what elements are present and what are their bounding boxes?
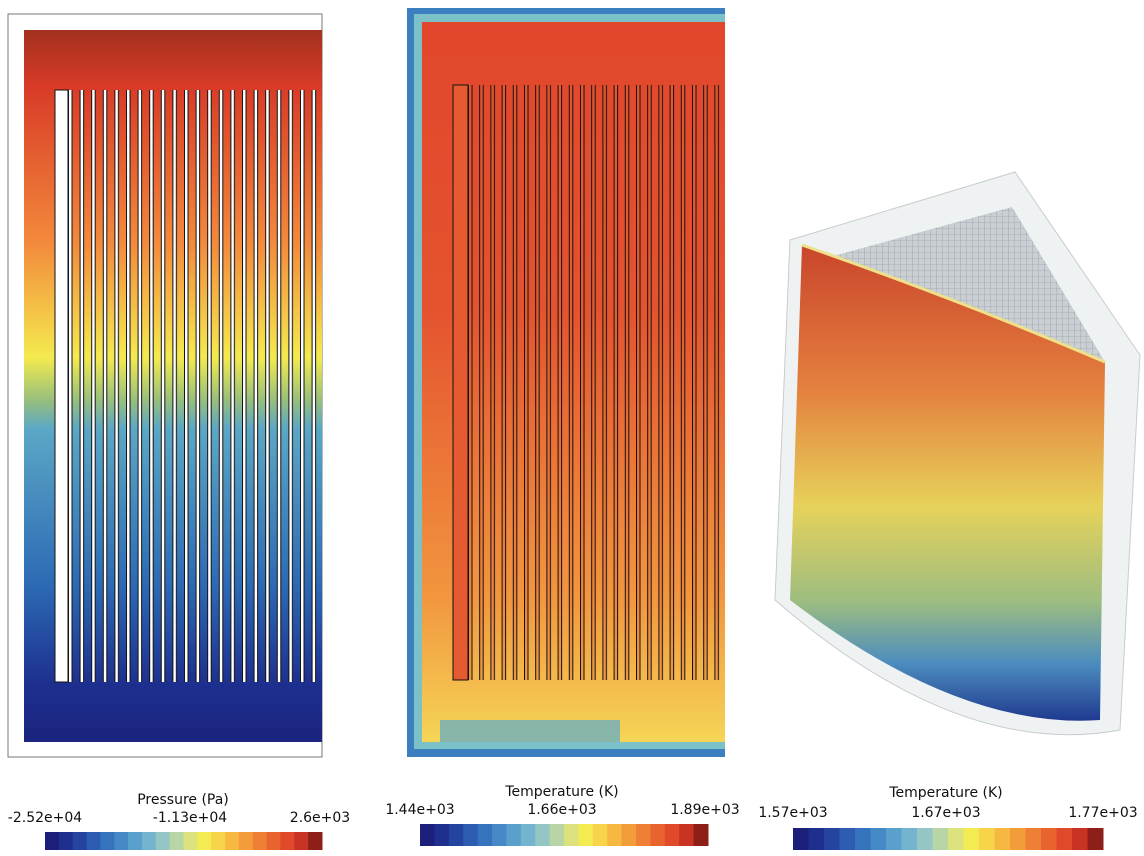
colorbar-swatch <box>280 832 294 850</box>
colorbar-swatch <box>521 824 536 846</box>
colorbar-swatch <box>267 832 281 850</box>
colorbar-title: Pressure (Pa) <box>137 792 229 808</box>
colorbar-tick: 1.77e+03 <box>1068 805 1137 821</box>
colorbar-swatch <box>979 828 995 850</box>
colorbar-swatch <box>308 832 322 850</box>
colorbar-swatch <box>694 824 709 846</box>
colorbar-swatch <box>1057 828 1073 850</box>
colorbar-swatch <box>840 828 856 850</box>
colorbar-swatch <box>463 824 478 846</box>
colorbar-swatch <box>197 832 211 850</box>
colorbar-swatch <box>142 832 156 850</box>
colorbar-swatch <box>239 832 253 850</box>
colorbar-swatch <box>1088 828 1104 850</box>
colorbar-tick: 2.6e+03 <box>290 810 350 826</box>
colorbar-swatch <box>128 832 142 850</box>
colorbar-swatch <box>793 828 809 850</box>
colorbar-swatch <box>665 824 680 846</box>
colorbars <box>45 824 1104 850</box>
colorbar-swatch <box>506 824 521 846</box>
colorbar-swatch <box>964 828 980 850</box>
colorbar-swatch <box>1010 828 1026 850</box>
colorbar-swatch <box>933 828 949 850</box>
colorbar-swatch <box>170 832 184 850</box>
colorbar-tick: 1.67e+03 <box>911 805 980 821</box>
colorbar-swatch <box>59 832 73 850</box>
colorbar-swatch <box>550 824 565 846</box>
colorbar-swatch <box>578 824 593 846</box>
colorbar-swatch <box>593 824 608 846</box>
colorbar-tick: 1.44e+03 <box>385 802 454 818</box>
colorbar-title: Temperature (K) <box>888 785 1002 801</box>
colorbar-swatch <box>211 832 225 850</box>
colorbar-swatch <box>948 828 964 850</box>
colorbar-swatch <box>1072 828 1088 850</box>
colorbar-swatch <box>607 824 622 846</box>
colorbar-swatch <box>156 832 170 850</box>
colorbar-swatch <box>100 832 114 850</box>
temperature-panel <box>407 8 725 757</box>
colorbar-tick: -1.13e+04 <box>153 810 227 826</box>
pressure-panel <box>8 14 322 757</box>
colorbar-swatch <box>636 824 651 846</box>
colorbar-swatch <box>73 832 87 850</box>
colorbar-swatch <box>855 828 871 850</box>
colorbar-swatch <box>917 828 933 850</box>
colorbar-swatch <box>1026 828 1042 850</box>
colorbar-tick: 1.57e+03 <box>758 805 827 821</box>
colorbar-swatch <box>871 828 887 850</box>
colorbar-swatch <box>225 832 239 850</box>
colorbar-swatch <box>995 828 1011 850</box>
colorbar-tick: 1.66e+03 <box>527 802 596 818</box>
colorbar-swatch <box>253 832 267 850</box>
colorbar-swatch <box>87 832 101 850</box>
colorbar-swatch <box>478 824 493 846</box>
colorbar-swatch <box>294 832 308 850</box>
colorbar-swatch <box>622 824 637 846</box>
colorbar-swatch <box>886 828 902 850</box>
colorbar-swatch <box>902 828 918 850</box>
colorbar-tick: 1.89e+03 <box>670 802 739 818</box>
colorbar-swatch <box>492 824 507 846</box>
colorbar-swatch <box>809 828 825 850</box>
colorbar-swatch <box>420 824 435 846</box>
colorbar-swatch <box>564 824 579 846</box>
colorbar-title: Temperature (K) <box>504 784 618 800</box>
colorbar-swatch <box>824 828 840 850</box>
colorbar-swatch <box>679 824 694 846</box>
colorbar-swatch <box>650 824 665 846</box>
colorbar-swatch <box>449 824 464 846</box>
colorbar-swatch <box>535 824 550 846</box>
3d-panel <box>775 172 1140 735</box>
colorbar-swatch <box>114 832 128 850</box>
colorbar-swatch <box>1041 828 1057 850</box>
colorbar-tick: -2.52e+04 <box>8 810 82 826</box>
figure: Pressure (Pa) -2.52e+04 -1.13e+04 2.6e+0… <box>0 0 1144 852</box>
colorbar-swatch <box>45 832 59 850</box>
colorbar-swatch <box>184 832 198 850</box>
colorbar-swatch <box>434 824 449 846</box>
